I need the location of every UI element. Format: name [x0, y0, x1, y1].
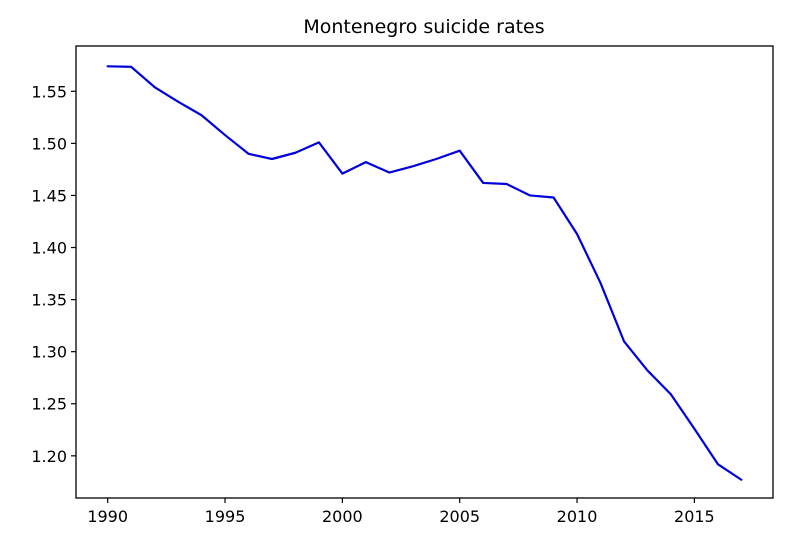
x-tick-label: 2005	[439, 507, 480, 526]
y-tick-label: 1.50	[31, 134, 67, 153]
chart-title: Montenegro suicide rates	[303, 16, 544, 38]
y-tick-label: 1.55	[31, 82, 67, 101]
x-tick-label: 2015	[674, 507, 715, 526]
y-tick-label: 1.45	[31, 186, 67, 205]
y-tick-label: 1.20	[31, 447, 67, 466]
x-tick-label: 1990	[87, 507, 128, 526]
y-tick-label: 1.35	[31, 291, 67, 310]
x-tick-label: 2010	[557, 507, 598, 526]
y-tick-label: 1.30	[31, 343, 67, 362]
y-tick-label: 1.25	[31, 395, 67, 414]
x-tick-label: 1995	[205, 507, 246, 526]
y-tick-label: 1.40	[31, 239, 67, 258]
x-tick-label: 2000	[322, 507, 363, 526]
